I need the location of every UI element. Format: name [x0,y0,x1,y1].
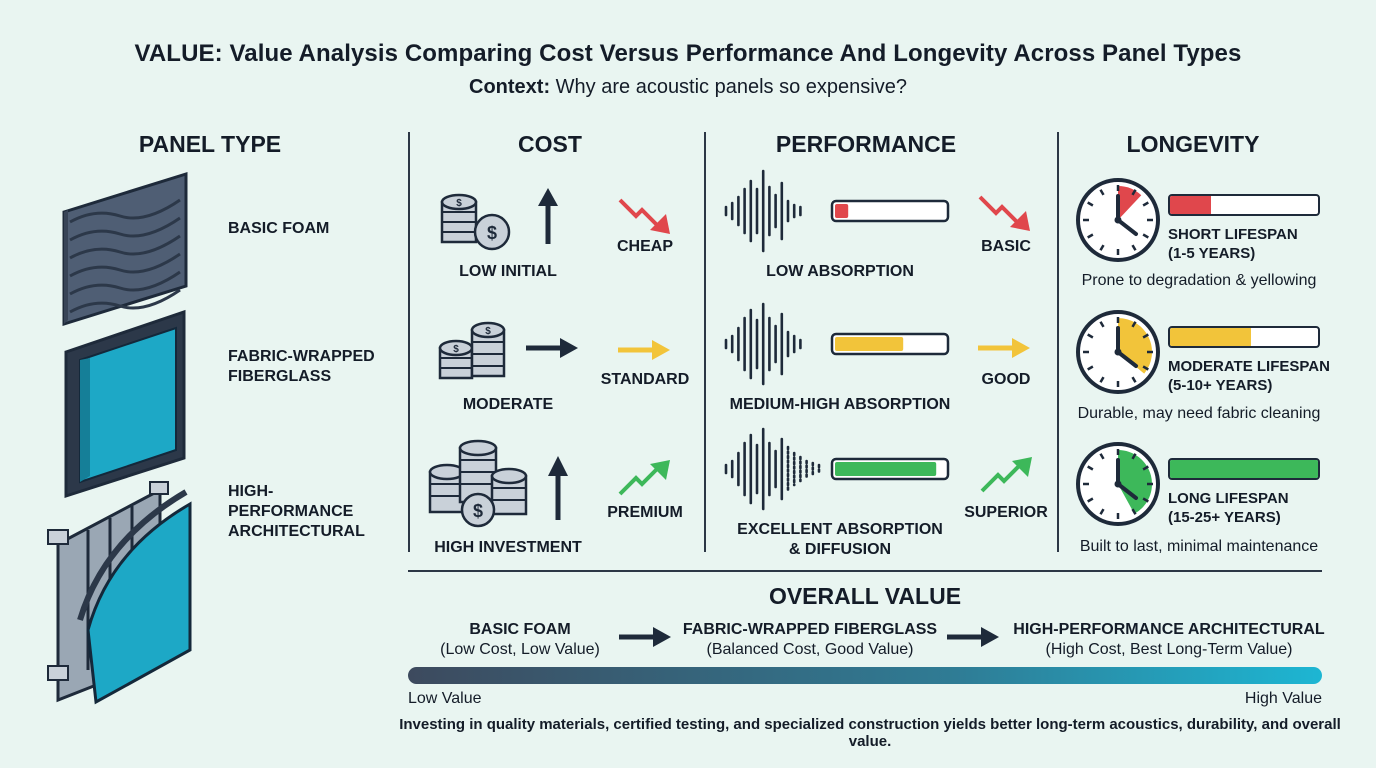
value-scale-low: Low Value [408,690,482,707]
dollar-coin-icon: $ $ [440,193,511,251]
trend-arrow-icon [618,198,670,234]
overall-value-title: OVERALL VALUE [768,583,962,609]
lifespan-bar [1168,194,1320,216]
value-scale-high: High Value [1244,690,1322,707]
absorption-bar-fill [835,337,904,351]
lifespan-name: SHORT LIFESPAN [1168,226,1298,243]
lifespan-note: Durable, may need fabric cleaning [1077,405,1321,422]
arrow-right-icon [947,627,999,647]
performance-icons [724,169,1032,511]
context-label: Context: [469,76,551,98]
trend-arrow-icon [618,460,670,496]
overall-step-detail: (Balanced Cost, Good Value) [706,641,914,658]
trend-arrow-icon [978,338,1030,358]
value-scale-bar [408,667,1322,684]
lifespan-note: Built to last, minimal maintenance [1079,538,1319,555]
lifespan-bar [1168,326,1320,348]
overall-step-detail: (Low Cost, Low Value) [440,641,600,658]
dollar-coin-icon: $ [428,439,528,528]
svg-text:$: $ [473,501,483,521]
footer-note: Investing in quality materials, certifie… [399,716,1341,750]
cost-icons: $ $ $ $ [428,188,670,528]
overall-step-detail: (High Cost, Best Long-Term Value) [1045,641,1293,658]
panel-label: FABRIC-WRAPPED FIBERGLASS [228,348,375,385]
overall-arrows [619,627,999,647]
svg-text:$: $ [456,198,462,209]
performance-tier: GOOD [981,371,1031,388]
trend-arrow-icon [980,457,1032,493]
arrow-right-icon [619,627,671,647]
lifespan-name: MODERATE LIFESPAN [1168,358,1330,375]
lifespan-years: (5-10+ YEARS) [1168,377,1273,394]
sound-wave-icon [724,169,802,253]
absorption-bar [830,199,950,223]
panel-illustrations [47,171,192,705]
lifespan-bar-fill [1170,328,1252,346]
column-header-panel-type: PANEL TYPE [138,131,282,157]
cost-tier: PREMIUM [607,504,683,521]
overall-step: BASIC FOAM (Low Cost, Low Value) [420,620,620,660]
acoustic-panel-icon [47,481,192,705]
cost-label: HIGH INVESTMENT [434,539,582,556]
overall-step-name: BASIC FOAM [469,621,571,638]
overall-step-name: HIGH-PERFORMANCE ARCHITECTURAL [1013,621,1325,638]
lifespan-note: Prone to degradation & yellowing [1081,272,1317,289]
sound-wave-icon [724,427,821,511]
svg-text:$: $ [453,344,459,355]
performance-label: LOW ABSORPTION [766,263,914,280]
svg-text:$: $ [485,326,491,337]
acoustic-panel-icon [64,309,186,499]
cost-tier: CHEAP [616,238,673,255]
svg-text:$: $ [487,223,497,243]
trend-arrow-icon [978,195,1030,231]
performance-tier: BASIC [981,238,1031,255]
lifespan-name: LONG LIFESPAN [1168,490,1289,507]
panel-label: BASIC FOAM [228,220,330,237]
column-header-longevity: LONGEVITY [1126,131,1260,157]
trend-arrow-icon [548,456,568,520]
lifespan-bar-fill [1170,196,1212,214]
section-divider [408,570,1322,572]
acoustic-panel-icon [62,171,188,327]
clock-icon [1076,310,1160,394]
cost-label: LOW INITIAL [459,263,557,280]
dollar-coin-icon: $ $ [438,321,506,380]
performance-label: MEDIUM-HIGH ABSORPTION [729,396,951,413]
context-text: Why are acoustic panels so expensive? [555,76,907,98]
column-header-performance: PERFORMANCE [775,131,957,157]
overall-step: FABRIC-WRAPPED FIBERGLASS (Balanced Cost… [680,620,940,660]
cost-tier: STANDARD [600,371,690,388]
trend-arrow-icon [618,340,670,360]
lifespan-label: SHORT LIFESPAN (1-5 YEARS) [1168,225,1298,263]
overall-step-name: FABRIC-WRAPPED FIBERGLASS [682,621,938,638]
cost-label: MODERATE [462,396,554,413]
page-subtitle: Context: Why are acoustic panels so expe… [0,76,1376,99]
absorption-bar-fill [835,462,937,476]
absorption-bar-fill [835,204,849,218]
performance-tier: SUPERIOR [964,504,1048,521]
performance-label: EXCELLENT ABSORPTION & DIFFUSION [737,521,943,558]
trend-arrow-icon [538,188,558,244]
longevity-clocks [1076,178,1160,526]
clock-icon [1076,442,1160,526]
trend-arrow-icon [526,338,578,358]
column-divider [1057,132,1059,552]
lifespan-label: LONG LIFESPAN (15-25+ YEARS) [1168,489,1289,527]
column-header-cost: COST [518,131,582,157]
lifespan-years: (15-25+ YEARS) [1168,509,1281,526]
page-title: VALUE: Value Analysis Comparing Cost Ver… [134,40,1242,67]
lifespan-label: MODERATE LIFESPAN (5-10+ YEARS) [1168,357,1330,395]
lifespan-bar-fill [1170,460,1318,478]
column-divider [704,132,706,552]
sound-wave-icon [724,302,802,386]
panel-label: HIGH-PERFORMANCE ARCHITECTURAL [228,483,365,540]
column-divider [408,132,410,552]
clock-icon [1076,178,1160,262]
lifespan-bar [1168,458,1320,480]
overall-step: HIGH-PERFORMANCE ARCHITECTURAL (High Cos… [1010,620,1328,660]
lifespan-years: (1-5 YEARS) [1168,245,1256,262]
